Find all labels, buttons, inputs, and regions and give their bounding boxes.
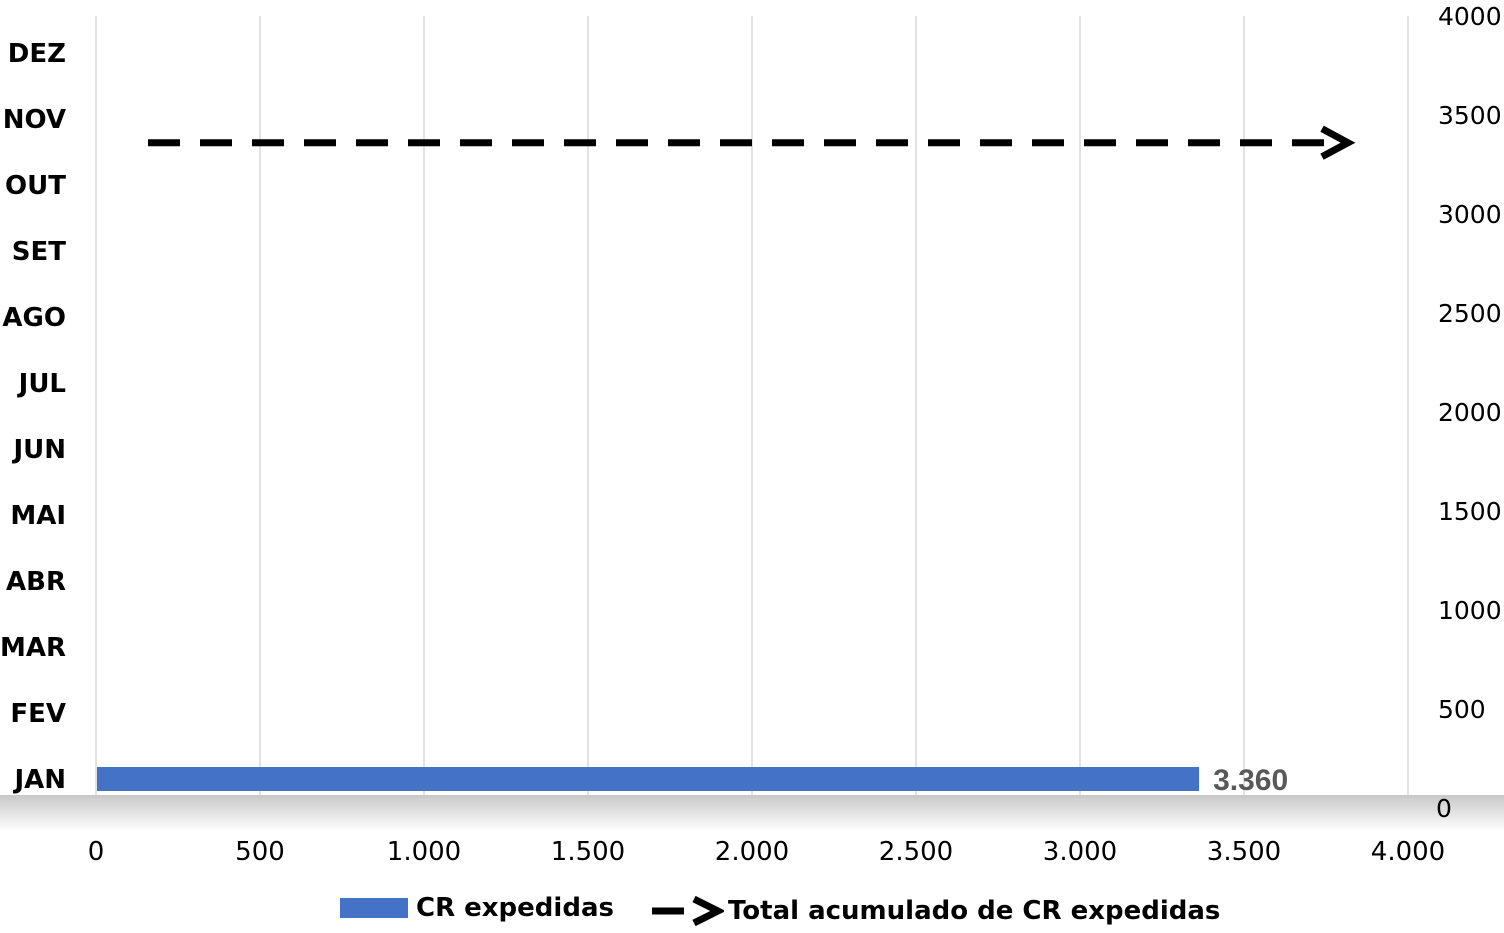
legend-label-line: Total acumulado de CR expedidas [728, 896, 1221, 926]
category-label: NOV [3, 105, 66, 135]
legend-item-bar: CR expedidas [340, 893, 614, 923]
category-label: JUL [17, 369, 66, 399]
y2-tick-label: 3500 [1438, 101, 1502, 130]
series-arrowhead [1320, 125, 1356, 160]
category-label: MAI [10, 501, 66, 531]
category-label: DEZ [8, 39, 66, 69]
data-label: 3.360 [1213, 764, 1288, 797]
y2-tick-label: 3000 [1438, 200, 1502, 229]
legend-label-bar: CR expedidas [416, 893, 614, 923]
y2-tick-label: 0 [1436, 794, 1452, 823]
x-tick-label: 3.500 [1207, 837, 1281, 867]
legend: CR expedidas Total acumulado de CR exped… [0, 893, 1504, 933]
category-label: ABR [6, 567, 66, 597]
legend-item-line: Total acumulado de CR expedidas [650, 893, 1220, 929]
category-label: AGO [2, 303, 66, 333]
legend-swatch-bar [340, 898, 408, 918]
category-label: SET [12, 237, 66, 267]
y2-tick-label: 1000 [1438, 596, 1502, 625]
x-tick-label: 1.500 [551, 837, 625, 867]
x-tick-label: 1.000 [387, 837, 461, 867]
x-tick-label: 2.500 [879, 837, 953, 867]
x-tick-label: 4.000 [1371, 837, 1445, 867]
bar [97, 767, 1200, 791]
y2-tick-label: 2500 [1438, 299, 1502, 328]
x-tick-label: 2.000 [715, 837, 789, 867]
axis-band [0, 795, 1504, 831]
x-tick-label: 0 [88, 837, 105, 867]
y2-tick-label: 4000 [1438, 2, 1502, 31]
category-label: FEV [10, 699, 66, 729]
category-label: JAN [12, 765, 66, 795]
category-label: MAR [0, 633, 66, 663]
category-label: OUT [5, 171, 66, 201]
y2-tick-label: 1500 [1438, 497, 1502, 526]
x-tick-label: 500 [235, 837, 285, 867]
legend-arrow-icon [652, 895, 724, 927]
category-label: JUN [11, 435, 66, 465]
y2-tick-label: 500 [1438, 695, 1486, 724]
y2-tick-label: 2000 [1438, 398, 1502, 427]
x-tick-label: 3.000 [1043, 837, 1117, 867]
